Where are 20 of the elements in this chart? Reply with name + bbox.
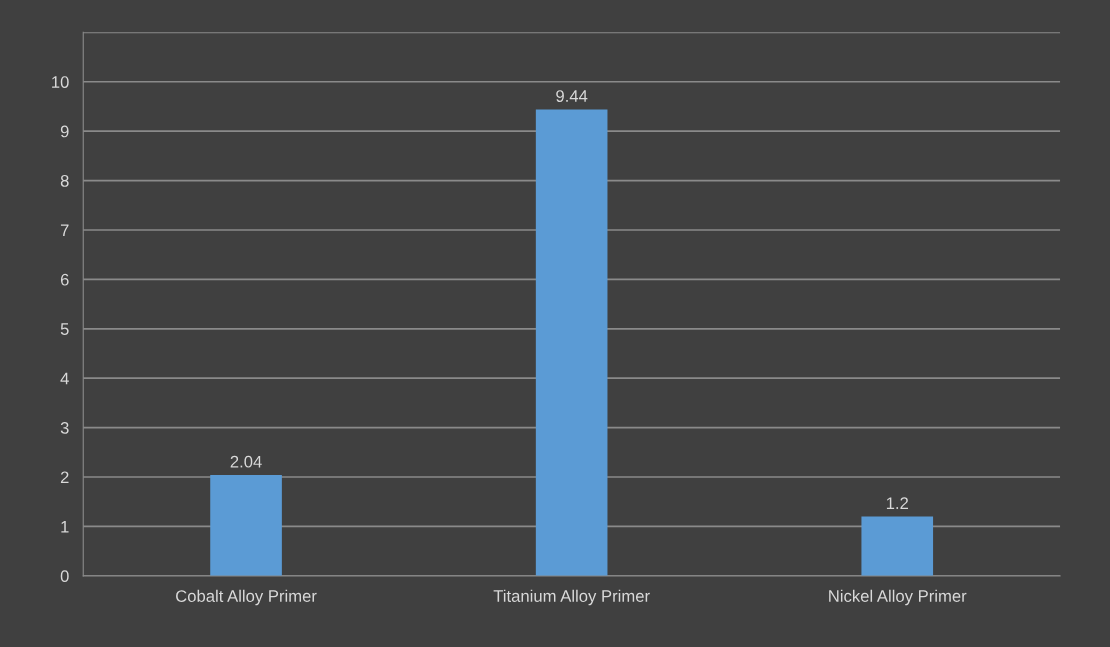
y-tick-label: 3 [60, 422, 69, 434]
data-label: 9.44 [556, 90, 588, 102]
bar [861, 516, 934, 576]
y-tick-label: 4 [60, 372, 69, 385]
y-tick-label: 2 [60, 471, 69, 484]
x-tick-label: Cobalt Alloy Primer [176, 589, 317, 606]
x-tick-label: Nickel Alloy Primer [829, 589, 967, 606]
y-tick-label: 10 [52, 76, 69, 88]
y-tick-label: 0 [60, 570, 69, 583]
y-tick-label: 8 [60, 174, 69, 187]
y-tick-label: 9 [60, 125, 69, 138]
y-tick-label: 1 [61, 521, 69, 533]
data-label: 1.2 [886, 497, 908, 509]
y-tick-label: 5 [60, 323, 69, 335]
y-tick-label: 7 [60, 224, 69, 237]
x-tick-label: Titanium Alloy Primer [493, 589, 650, 606]
data-label: 2.04 [230, 455, 262, 468]
y-tick-label: 6 [60, 273, 69, 286]
bar [535, 109, 608, 576]
bar [210, 475, 282, 576]
